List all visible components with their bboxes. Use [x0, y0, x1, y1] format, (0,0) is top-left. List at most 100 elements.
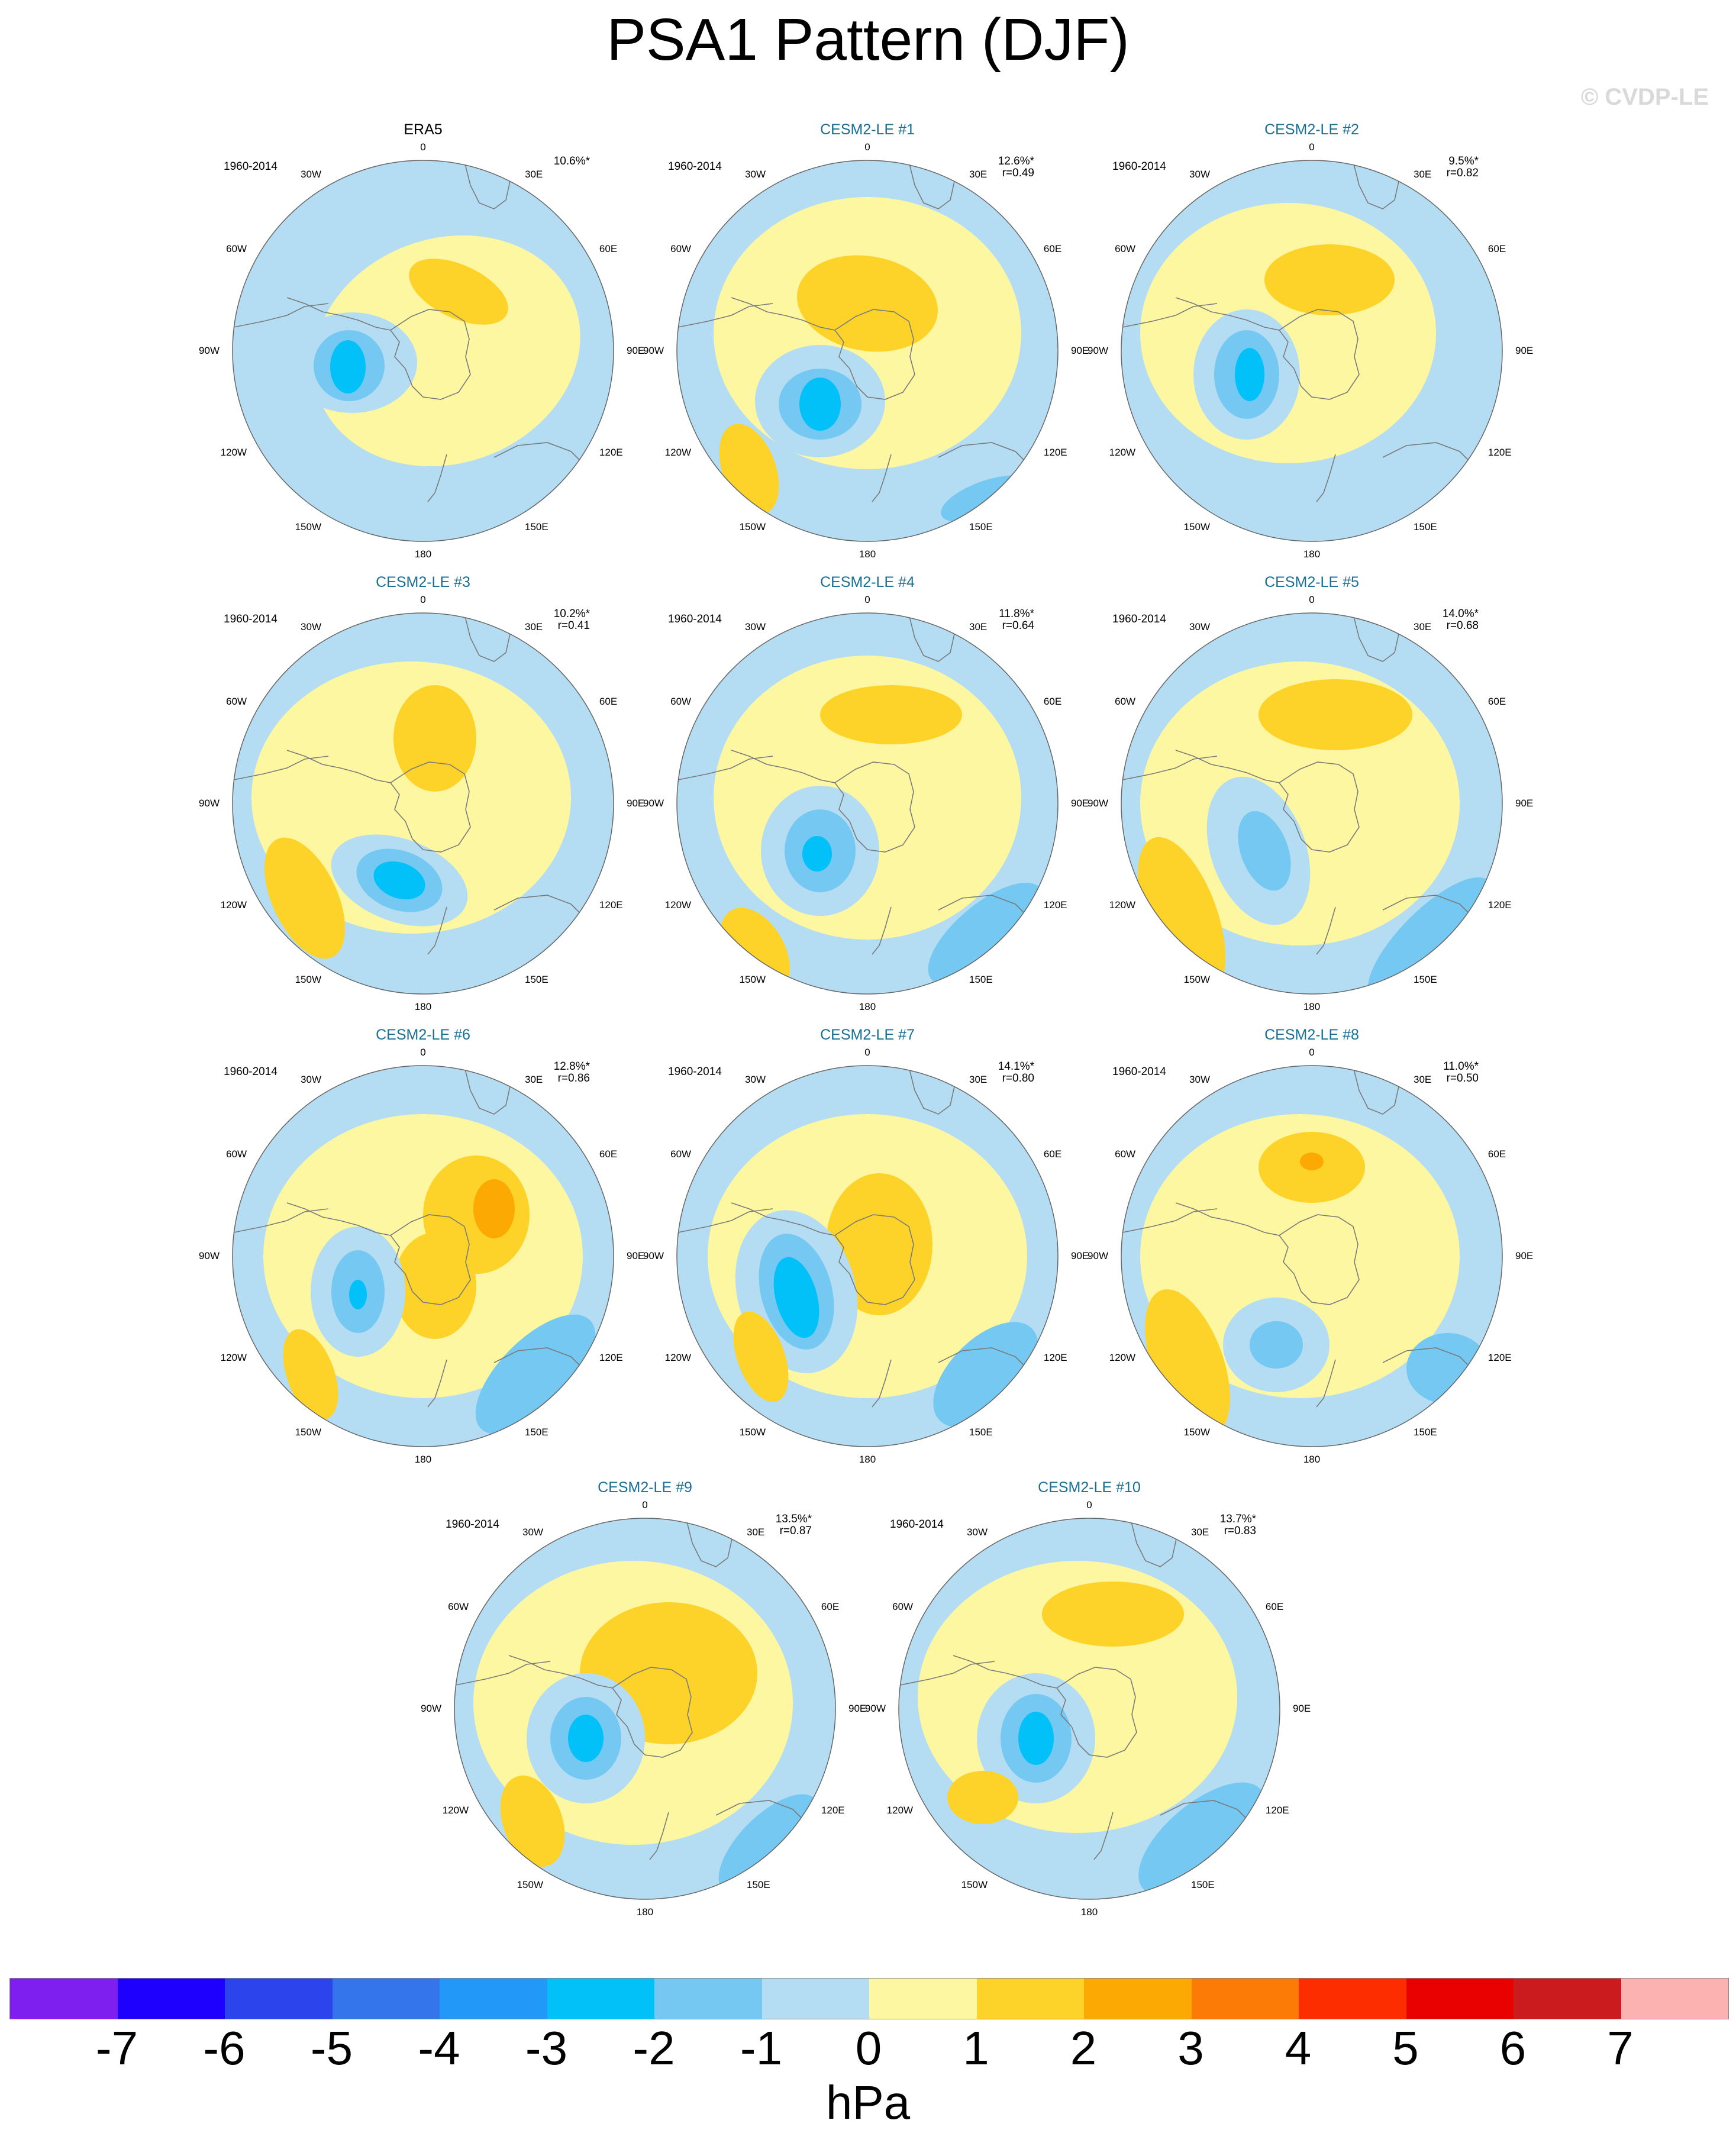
colorbar-tick-label: -6: [203, 2022, 246, 2074]
longitude-label: 0: [864, 1047, 870, 1058]
longitude-label: 120E: [1043, 447, 1067, 458]
panel-period: 1960-2014: [446, 1518, 499, 1531]
longitude-label: 150W: [295, 973, 321, 985]
map-boundary: [1121, 612, 1503, 995]
anomaly-contour: [393, 685, 476, 792]
panel-period: 1960-2014: [1112, 613, 1166, 625]
colorbar-cell: [1406, 1979, 1514, 2019]
longitude-label: 150W: [739, 1426, 766, 1438]
panel-stats: 14.1%* r=0.80: [998, 1061, 1034, 1085]
longitude-label: 120E: [821, 1805, 845, 1816]
longitude-label: 150E: [1191, 1879, 1215, 1890]
polar-map: [676, 612, 1059, 995]
longitude-label: 120E: [599, 899, 623, 911]
panel-title: CESM2-LE #7: [820, 1027, 915, 1043]
pattern-correlation: r=0.83: [1224, 1525, 1256, 1537]
longitude-label: 150E: [525, 1426, 548, 1438]
map-panel: CESM2-LE #3 1960-2014 10.2%* r=0.41 0 30E 60E 9…: [199, 574, 644, 1024]
panel-stats: 10.2%* r=0.41: [554, 608, 590, 632]
panel-stats: 11.8%* r=0.64: [999, 608, 1034, 632]
anomaly-contour: [313, 235, 580, 467]
longitude-label: 0: [1309, 1047, 1315, 1058]
panel-title: CESM2-LE #6: [376, 1027, 470, 1043]
variance-explained: 11.8%*: [999, 608, 1034, 620]
longitude-label: 60W: [1115, 696, 1136, 707]
panel-title: CESM2-LE #2: [1264, 121, 1359, 138]
longitude-label: 180: [859, 1001, 876, 1012]
anomaly-contour: [718, 1794, 820, 1896]
pattern-correlation: r=0.87: [779, 1525, 812, 1537]
longitude-label: 30W: [1189, 1074, 1210, 1086]
anomaly-contour: [797, 255, 938, 352]
longitude-label: 60W: [1115, 1148, 1136, 1160]
longitude-label: 150W: [295, 521, 321, 532]
longitude-label: 120W: [664, 899, 692, 911]
panel-title: CESM2-LE #10: [1038, 1479, 1141, 1496]
longitude-label: 60E: [1043, 696, 1062, 707]
longitude-label: 30E: [525, 169, 543, 180]
map-boundary: [676, 1065, 1059, 1447]
anomaly-contour: [283, 1329, 338, 1420]
panel-title: ERA5: [404, 121, 443, 138]
longitude-label: 60W: [1115, 243, 1136, 254]
map-panel: CESM2-LE #9 1960-2014 13.5%* r=0.87 0 30E 60E 9…: [421, 1479, 866, 1929]
coastlines: [899, 1519, 1267, 1860]
longitude-label: 150E: [1414, 1426, 1437, 1438]
longitude-label: 90W: [1088, 345, 1108, 356]
longitude-label: 30W: [745, 169, 766, 180]
map-panel: CESM2-LE #4 1960-2014 11.8%* r=0.64 0 30E 60E 9…: [643, 574, 1089, 1024]
colorbar-cell: [1084, 1979, 1192, 2019]
longitude-label: 90E: [1293, 1703, 1311, 1714]
anomaly-contour: [264, 837, 346, 959]
polar-map: [1121, 160, 1503, 542]
longitude-label: 60E: [1043, 243, 1062, 254]
colorbar-tick-label: -1: [740, 2022, 783, 2074]
colorbar-cell: [10, 1979, 118, 2019]
anomaly-contour: [928, 882, 1044, 985]
longitude-label: 150E: [1414, 973, 1437, 985]
map-boundary: [232, 612, 614, 995]
panel-stats: 13.5%* r=0.87: [776, 1513, 812, 1537]
anomaly-contour: [1367, 877, 1493, 994]
longitude-label: 0: [420, 141, 426, 153]
colorbar-cell: [654, 1979, 762, 2019]
longitude-label: 30E: [1414, 1074, 1432, 1086]
panel-title: CESM2-LE #4: [820, 574, 915, 590]
colorbar-cell: [761, 1979, 869, 2019]
longitude-label: 180: [1303, 1454, 1321, 1465]
longitude-label: 60E: [821, 1601, 840, 1612]
colorbar-tick-label: -2: [633, 2022, 675, 2074]
polar-map: [232, 1065, 614, 1447]
panel-period: 1960-2014: [1112, 1066, 1166, 1078]
longitude-label: 30E: [525, 621, 543, 633]
pattern-correlation: r=0.41: [557, 619, 590, 632]
colorbar-tick-label: 1: [963, 2022, 989, 2074]
longitude-label: 60W: [226, 1148, 247, 1160]
longitude-label: 30E: [1191, 1526, 1209, 1538]
longitude-label: 90E: [1071, 345, 1089, 356]
polar-map: [676, 1065, 1059, 1447]
longitude-label: 90E: [1515, 345, 1534, 356]
longitude-label: 30E: [1414, 169, 1432, 180]
colorbar-units: hPa: [825, 2076, 911, 2129]
longitude-label: 30W: [745, 1074, 766, 1086]
map-boundary: [1121, 1065, 1503, 1447]
longitude-label: 180: [1303, 1001, 1321, 1012]
panel-period: 1960-2014: [668, 160, 722, 173]
longitude-label: 30E: [747, 1526, 765, 1538]
longitude-label: 60W: [892, 1601, 914, 1612]
anomaly-contour: [1250, 1321, 1303, 1369]
longitude-label: 0: [1309, 594, 1315, 605]
map-panel: CESM2-LE #6 1960-2014 12.8%* r=0.86 0 30E 60E 9…: [199, 1027, 644, 1476]
polar-map: [454, 1518, 836, 1900]
longitude-label: 60W: [448, 1601, 469, 1612]
pattern-correlation: r=0.50: [1446, 1072, 1479, 1085]
map-panel: CESM2-LE #8 1960-2014 11.0%* r=0.50 0 30E 60E 9…: [1088, 1027, 1533, 1476]
anomaly-contour: [473, 1179, 515, 1238]
anomaly-contour: [820, 685, 962, 744]
variance-explained: 10.2%*: [553, 608, 590, 620]
longitude-label: 90W: [865, 1703, 886, 1714]
longitude-label: 120E: [1043, 1352, 1067, 1363]
anomaly-contour: [393, 1232, 476, 1339]
longitude-label: 120E: [599, 1352, 623, 1363]
